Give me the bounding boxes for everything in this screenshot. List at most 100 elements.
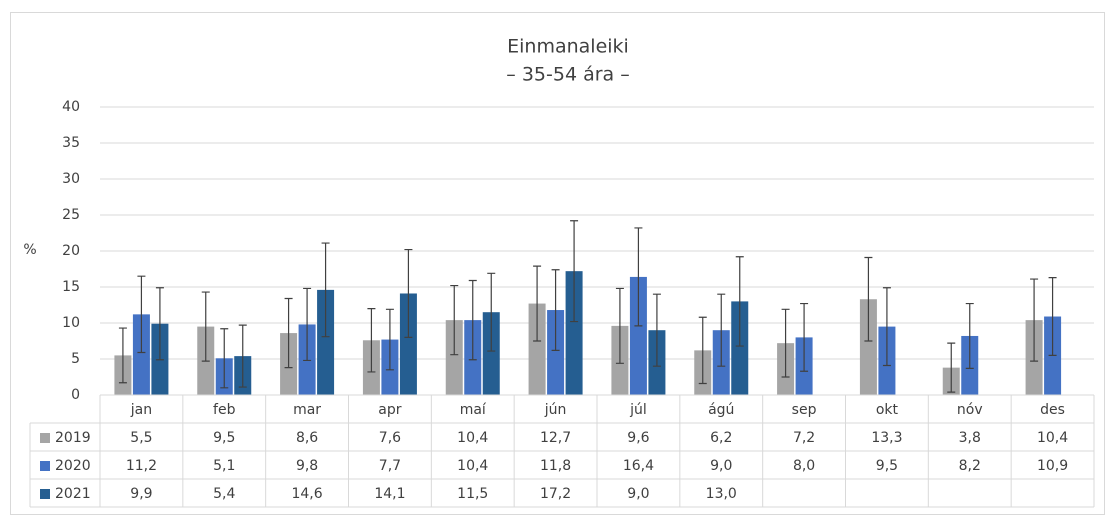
error-bar: [551, 269, 560, 351]
bar: [482, 312, 500, 395]
table-value: 17,2: [540, 486, 571, 502]
x-tick-label: mar: [293, 402, 321, 418]
y-tick-label: 40: [62, 99, 80, 115]
error-bar: [570, 220, 579, 323]
legend-swatch: [40, 489, 50, 499]
legend-swatch: [40, 461, 50, 471]
table-value: 7,6: [379, 430, 401, 446]
error-bar: [882, 287, 891, 367]
error-bar: [864, 256, 873, 342]
error-bar: [201, 291, 210, 362]
table-value: 12,7: [540, 430, 571, 446]
chart-frame: [10, 12, 1105, 515]
error-bar: [220, 328, 229, 389]
error-bar: [385, 308, 394, 371]
y-axis-label: %: [23, 242, 36, 258]
x-tick-label: sep: [792, 402, 817, 418]
error-bar: [717, 293, 726, 367]
y-tick-label: 30: [62, 171, 80, 187]
table-value: 9,8: [296, 458, 318, 474]
error-bar: [947, 342, 956, 393]
table-value: 11,2: [126, 458, 157, 474]
x-tick-label: ágú: [708, 402, 734, 418]
table-value: 10,4: [457, 458, 488, 474]
legend-swatch: [40, 433, 50, 443]
table-value: 8,2: [959, 458, 981, 474]
table-value: 9,5: [876, 458, 898, 474]
table-value: 16,4: [623, 458, 654, 474]
table-value: 9,0: [710, 458, 732, 474]
bar: [859, 299, 877, 395]
chart-subtitle: – 35-54 ára –: [506, 64, 629, 86]
table-value: 5,4: [213, 486, 235, 502]
error-bar: [155, 287, 164, 361]
chart-title: Einmanaleiki: [507, 36, 629, 58]
legend-label: 2019: [55, 430, 91, 446]
bar: [132, 314, 150, 395]
error-bar: [238, 324, 247, 388]
table-value: 3,8: [959, 430, 981, 446]
legend-label: 2020: [55, 458, 91, 474]
bar: [528, 303, 546, 395]
error-bar: [303, 287, 312, 362]
error-bar: [634, 227, 643, 327]
error-bar: [698, 316, 707, 385]
error-bar: [965, 302, 974, 369]
y-tick-label: 20: [62, 243, 80, 259]
table-value: 13,0: [706, 486, 737, 502]
y-tick-label: 25: [62, 207, 80, 223]
table-value: 8,0: [793, 458, 815, 474]
x-tick-label: apr: [378, 402, 401, 418]
error-bar: [321, 242, 330, 338]
table-value: 10,9: [1037, 458, 1068, 474]
table-value: 11,8: [540, 458, 571, 474]
x-tick-label: okt: [876, 402, 899, 418]
error-bar: [118, 327, 127, 384]
x-tick-label: nóv: [957, 402, 983, 418]
x-tick-label: jún: [544, 402, 567, 418]
bar: [445, 320, 463, 395]
y-tick-label: 35: [62, 135, 80, 151]
error-bar: [1048, 277, 1057, 356]
error-bar: [735, 256, 744, 347]
table-value: 13,3: [871, 430, 902, 446]
error-bar: [533, 265, 542, 342]
table-value: 10,4: [1037, 430, 1068, 446]
bar: [731, 301, 749, 395]
table-value: 7,2: [793, 430, 815, 446]
error-bar: [652, 293, 661, 367]
y-tick-label: 0: [71, 387, 80, 403]
error-bar: [450, 284, 459, 356]
bar: [399, 293, 417, 395]
error-bar: [284, 297, 293, 369]
table-value: 5,1: [213, 458, 235, 474]
table-value: 6,2: [710, 430, 732, 446]
bar: [317, 289, 335, 395]
x-tick-label: feb: [213, 402, 236, 418]
error-bar: [615, 287, 624, 364]
table-value: 8,6: [296, 430, 318, 446]
table-value: 14,6: [291, 486, 322, 502]
table-value: 9,0: [627, 486, 649, 502]
error-bar: [367, 308, 376, 373]
error-bar: [800, 302, 809, 372]
table-value: 5,5: [130, 430, 152, 446]
x-tick-label: des: [1040, 402, 1065, 418]
error-bar: [1030, 278, 1039, 362]
table-value: 11,5: [457, 486, 488, 502]
error-bar: [404, 248, 413, 338]
table-value: 10,4: [457, 430, 488, 446]
bar: [547, 310, 565, 395]
error-bar: [137, 275, 146, 354]
error-bar: [468, 279, 477, 361]
table-value: 14,1: [374, 486, 405, 502]
x-tick-label: jan: [130, 402, 152, 418]
x-tick-label: júl: [629, 402, 647, 418]
error-bar: [781, 308, 790, 378]
table-value: 7,7: [379, 458, 401, 474]
bar: [565, 271, 583, 395]
table-value: 9,6: [627, 430, 649, 446]
table-value: 9,9: [130, 486, 152, 502]
legend-label: 2021: [55, 486, 91, 502]
